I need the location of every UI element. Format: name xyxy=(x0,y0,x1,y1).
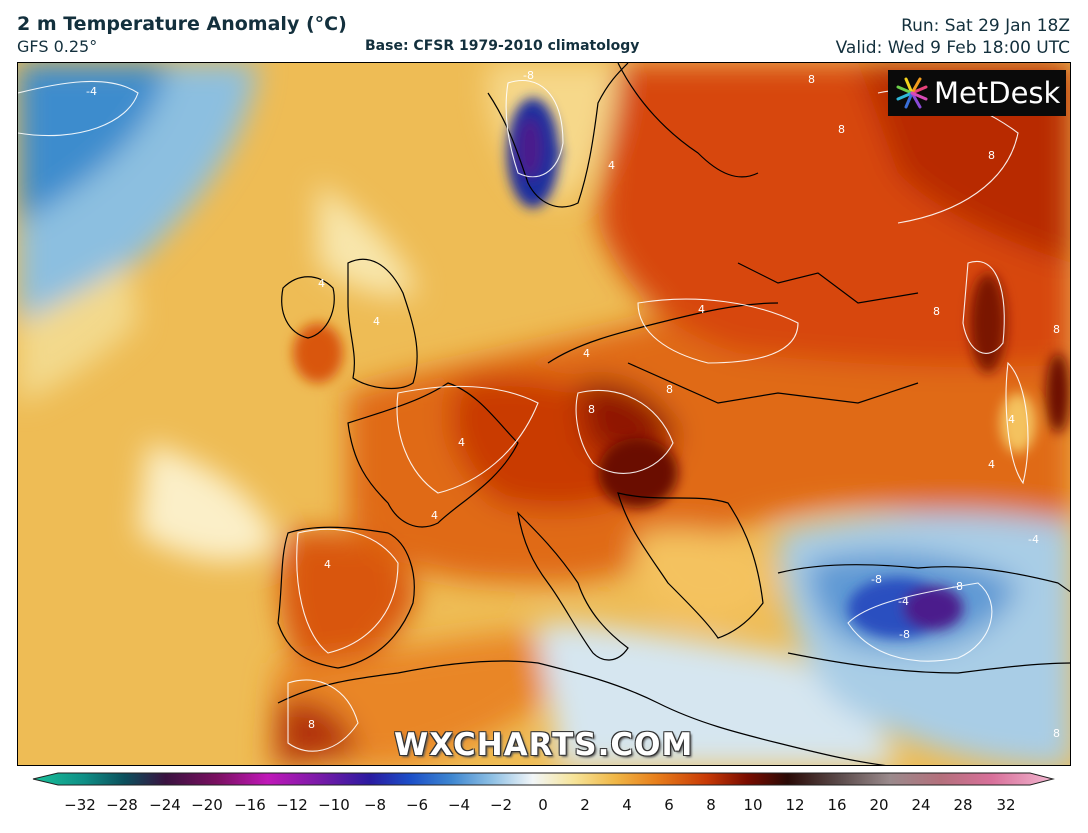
colorbar-ticks: −32 −28 −24 −20 −16 −12 −10 −8 −6 −4 −2 … xyxy=(0,796,1088,818)
model-label: GFS 0.25° xyxy=(17,37,98,56)
contour-label: 8 xyxy=(1053,323,1060,336)
map-canvas: -4 -8 4 8 8 8 8 8 8 8 4 4 4 4 4 4 4 -8 -… xyxy=(18,63,1070,765)
colorbar-tick: 4 xyxy=(622,796,632,814)
colorbar-tick: −32 xyxy=(64,796,96,814)
contour-label: 8 xyxy=(308,718,315,731)
brand-name: MetDesk xyxy=(934,76,1061,110)
coastlines xyxy=(277,63,1070,765)
contour-label: 4 xyxy=(324,558,331,571)
contour-label: 8 xyxy=(1053,727,1060,740)
contour-label: 4 xyxy=(458,436,465,449)
colorbar-tick: 6 xyxy=(664,796,674,814)
colorbar-tick: 2 xyxy=(580,796,590,814)
colorbar-tick: 32 xyxy=(996,796,1016,814)
metdesk-brand: MetDesk xyxy=(888,70,1066,116)
contour-label: -4 xyxy=(898,595,909,608)
contour-label: 4 xyxy=(431,509,438,522)
map-title: 2 m Temperature Anomaly (°C) xyxy=(17,13,347,35)
colorbar-tick: 12 xyxy=(785,796,805,814)
colorbar-tick: −10 xyxy=(318,796,350,814)
colorbar-tick: 10 xyxy=(743,796,763,814)
colorbar-tick: 28 xyxy=(953,796,973,814)
run-time-label: Run: Sat 29 Jan 18Z xyxy=(901,16,1070,36)
colorbar xyxy=(32,772,1055,786)
watermark: WXCHARTS.COM xyxy=(394,727,694,763)
temperature-anomaly-map[interactable]: -4 -8 4 8 8 8 8 8 8 8 4 4 4 4 4 4 4 -8 -… xyxy=(17,62,1071,766)
colorbar-tick: −2 xyxy=(489,796,513,814)
contour-label: 8 xyxy=(588,403,595,416)
metdesk-logo-icon xyxy=(896,77,928,109)
colorbar-tick: −4 xyxy=(447,796,471,814)
contour-label: 8 xyxy=(988,149,995,162)
contour-label: 4 xyxy=(318,277,325,290)
contour-label: -4 xyxy=(86,85,97,98)
colorbar-tick: −6 xyxy=(405,796,429,814)
contour-label: 8 xyxy=(808,73,815,86)
colorbar-tick: 16 xyxy=(827,796,847,814)
base-climatology-label: Base: CFSR 1979-2010 climatology xyxy=(365,38,640,54)
contour-label: 4 xyxy=(1008,413,1015,426)
colorbar-tick: 24 xyxy=(911,796,931,814)
contour-label: 4 xyxy=(698,303,705,316)
contour-labels: -4 -8 4 8 8 8 8 8 8 8 4 4 4 4 4 4 4 -8 -… xyxy=(86,69,1060,740)
colorbar-tick: −28 xyxy=(106,796,138,814)
contour-label: 4 xyxy=(988,458,995,471)
contour-label: 8 xyxy=(838,123,845,136)
colorbar-tick: 8 xyxy=(706,796,716,814)
colorbar-tick: −16 xyxy=(234,796,266,814)
contour-label: -8 xyxy=(952,580,963,593)
contour-label: 8 xyxy=(933,305,940,318)
contour-label: 4 xyxy=(608,159,615,172)
colorbar-tick: −12 xyxy=(276,796,308,814)
contour-label: 4 xyxy=(373,315,380,328)
contour-label: -8 xyxy=(871,573,882,586)
contour-label: 4 xyxy=(583,347,590,360)
colorbar-tick: −24 xyxy=(149,796,181,814)
contour-label: -8 xyxy=(899,628,910,641)
contour-label: -4 xyxy=(1028,533,1039,546)
colorbar-tick: −8 xyxy=(363,796,387,814)
valid-time-label: Valid: Wed 9 Feb 18:00 UTC xyxy=(835,38,1070,58)
contour-label: 8 xyxy=(666,383,673,396)
colorbar-tick: 0 xyxy=(538,796,548,814)
colorbar-tick: 20 xyxy=(869,796,889,814)
contour-label: -8 xyxy=(523,69,534,82)
colorbar-tick: −20 xyxy=(191,796,223,814)
